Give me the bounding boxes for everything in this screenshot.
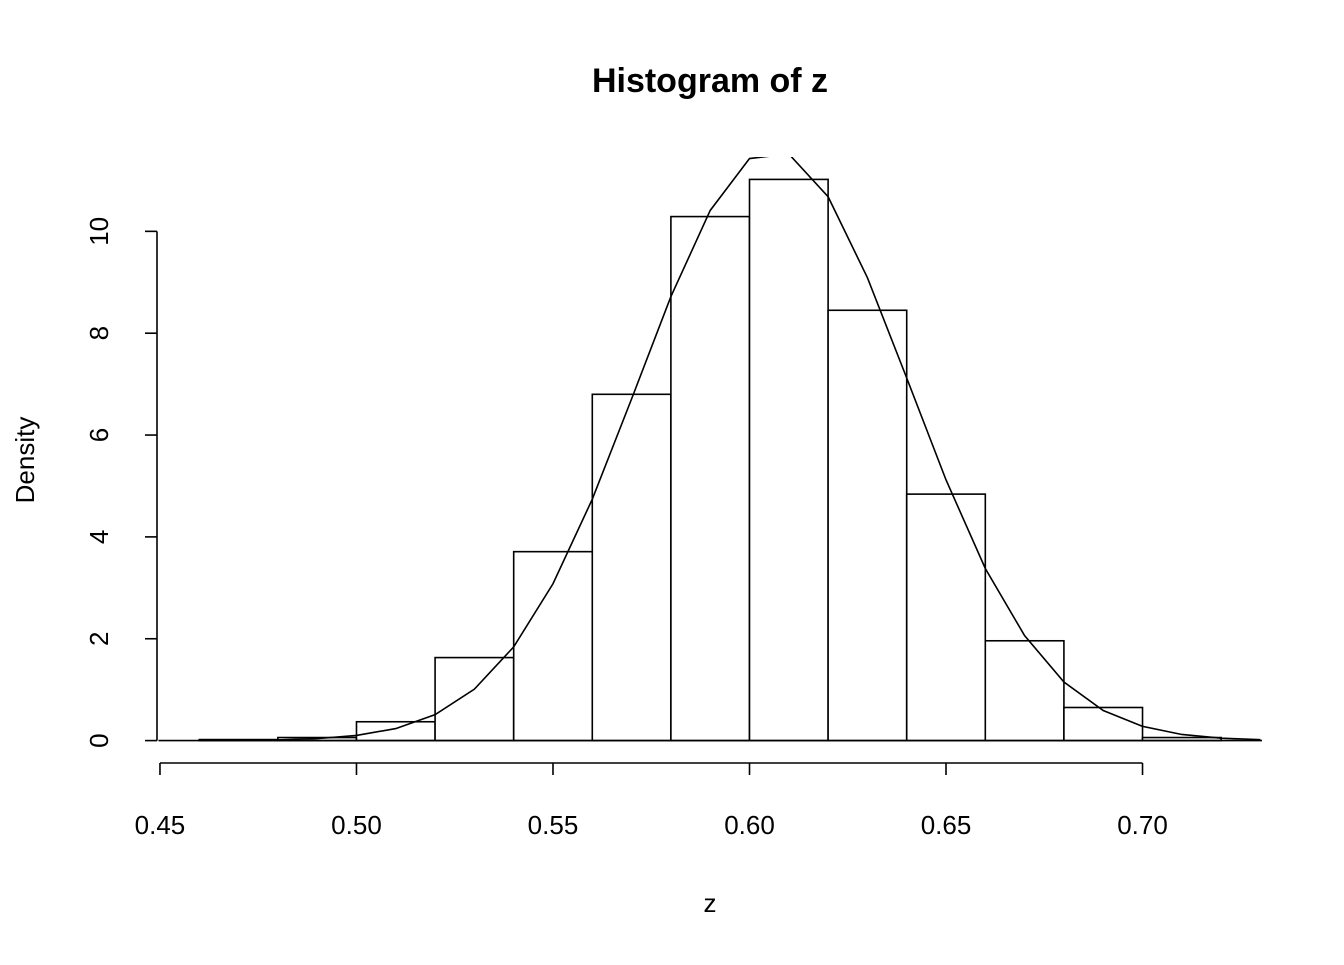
y-tick-label: 4 [84, 530, 114, 544]
bar [591, 393, 672, 742]
bar [512, 550, 594, 742]
bar [905, 493, 987, 742]
y-tick-label: 6 [84, 428, 114, 442]
x-tick-label: 0.50 [331, 810, 382, 840]
y-tick-label: 10 [84, 217, 114, 246]
x-tick-label: 0.70 [1117, 810, 1168, 840]
y-axis-label: Density [10, 417, 40, 504]
bar [984, 639, 1065, 742]
x-tick-label: 0.45 [135, 810, 186, 840]
x-tick-label: 0.60 [724, 810, 775, 840]
x-tick-label: 0.55 [528, 810, 579, 840]
y-tick-label: 8 [84, 326, 114, 340]
bar [748, 178, 829, 742]
bar [355, 720, 436, 742]
bar [827, 309, 908, 742]
bar [434, 656, 515, 742]
density-curve [199, 157, 1261, 742]
x-tick-label: 0.65 [921, 810, 972, 840]
chart-title: Histogram of z [592, 62, 828, 100]
bar [1063, 706, 1144, 742]
plot-area [158, 157, 1262, 742]
bar [670, 215, 751, 742]
x-axis-label: z [704, 888, 717, 918]
y-tick-label: 0 [84, 733, 114, 747]
y-tick-label: 2 [84, 632, 114, 646]
